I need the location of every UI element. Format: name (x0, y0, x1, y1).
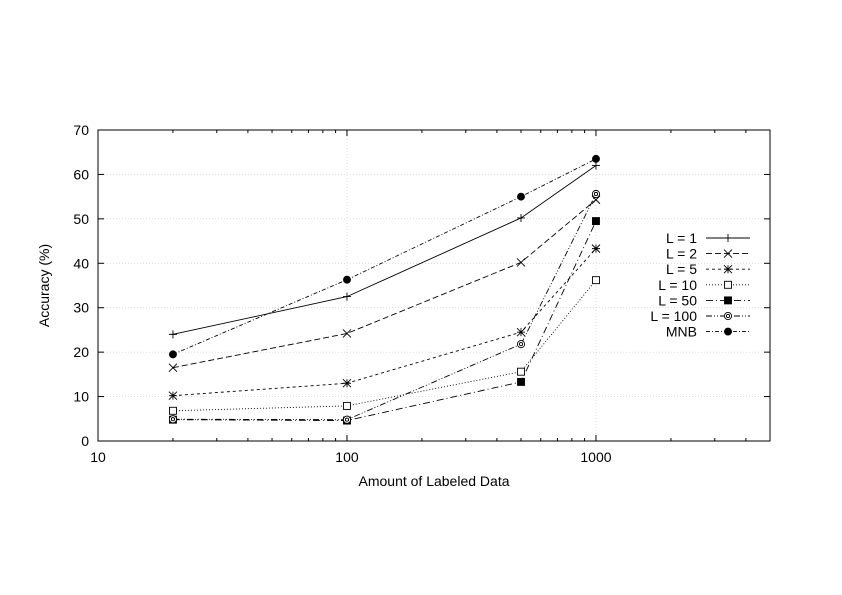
legend-item: L = 50 (658, 292, 750, 308)
legend-label: L = 100 (650, 308, 697, 324)
series-line (172, 220, 597, 422)
point-marker (591, 244, 601, 253)
series-layer (168, 154, 601, 425)
series-line (172, 199, 597, 369)
y-tick-label: 40 (73, 255, 89, 271)
point-marker (517, 367, 525, 376)
series-line (172, 193, 597, 421)
legend-label: L = 5 (666, 261, 697, 277)
point-marker-ring (591, 189, 601, 199)
series-3 (168, 244, 601, 401)
point-marker-ring (516, 340, 526, 349)
legend-label: L = 1 (666, 230, 697, 246)
point-marker (724, 234, 732, 242)
point-marker (592, 154, 600, 163)
legend-label: L = 2 (666, 246, 697, 262)
point-marker-ring (342, 415, 352, 424)
legend-item: L = 10 (658, 277, 750, 293)
legend-label: L = 50 (658, 292, 697, 308)
series-6 (168, 189, 601, 424)
y-tick-label: 60 (73, 166, 89, 182)
series-line (172, 248, 597, 397)
point-marker (168, 415, 178, 424)
y-tick-label: 10 (73, 389, 89, 405)
legend-label: MNB (666, 324, 697, 340)
series-line (172, 158, 597, 355)
legend-item: MNB (666, 324, 750, 340)
series-line (172, 165, 597, 335)
y-axis-label: Accuracy (%) (36, 244, 52, 327)
series-2 (168, 195, 601, 373)
plot-frame (97, 129, 771, 442)
point-marker (724, 280, 732, 289)
point-marker (343, 401, 351, 410)
series-7 (169, 154, 600, 359)
point-marker (591, 195, 601, 205)
point-marker (168, 363, 178, 373)
point-marker (723, 264, 733, 274)
x-tick-label: 1000 (580, 449, 611, 465)
point-marker (168, 330, 177, 339)
point-marker (591, 189, 601, 199)
legend-item: L = 2 (666, 246, 750, 262)
y-tick-label: 30 (73, 300, 89, 316)
series-4 (169, 276, 600, 415)
legend-item: L = 1 (666, 230, 750, 246)
point-marker (342, 292, 351, 301)
point-marker-ring (723, 311, 733, 321)
point-marker (724, 327, 732, 336)
series-line (172, 279, 597, 412)
point-marker (342, 415, 352, 424)
legend-item: L = 100 (650, 308, 750, 324)
point-marker (169, 350, 177, 359)
point-marker-core (344, 417, 350, 422)
point-marker-core (593, 191, 599, 197)
point-marker-core (518, 342, 524, 347)
point-marker (723, 249, 733, 258)
point-marker-ring (168, 415, 178, 424)
legend-label: L = 10 (658, 277, 697, 293)
point-marker (517, 213, 526, 222)
point-marker (724, 296, 732, 305)
point-marker (517, 192, 525, 201)
x-axis-label: Amount of Labeled Data (359, 473, 510, 489)
y-tick-label: 50 (73, 211, 89, 227)
point-marker (516, 340, 526, 349)
point-marker-core (725, 313, 731, 319)
point-marker (343, 275, 351, 284)
point-marker (592, 217, 600, 226)
legend-item: L = 5 (666, 261, 750, 277)
point-marker (592, 276, 600, 285)
point-marker (516, 258, 526, 267)
grid (98, 130, 770, 441)
point-marker (516, 327, 526, 337)
y-tick-label: 70 (73, 122, 89, 138)
series-1 (168, 161, 600, 339)
point-marker-core (170, 417, 176, 422)
x-tick-label: 100 (335, 449, 359, 465)
point-marker (591, 161, 600, 170)
y-tick-label: 0 (81, 433, 89, 449)
point-marker (342, 378, 352, 388)
point-marker (342, 329, 352, 338)
point-marker (517, 377, 525, 386)
point-marker (168, 391, 178, 401)
point-marker (169, 406, 177, 415)
y-tick-label: 20 (73, 344, 89, 360)
x-tick-label: 10 (90, 449, 106, 465)
point-marker (723, 311, 733, 321)
